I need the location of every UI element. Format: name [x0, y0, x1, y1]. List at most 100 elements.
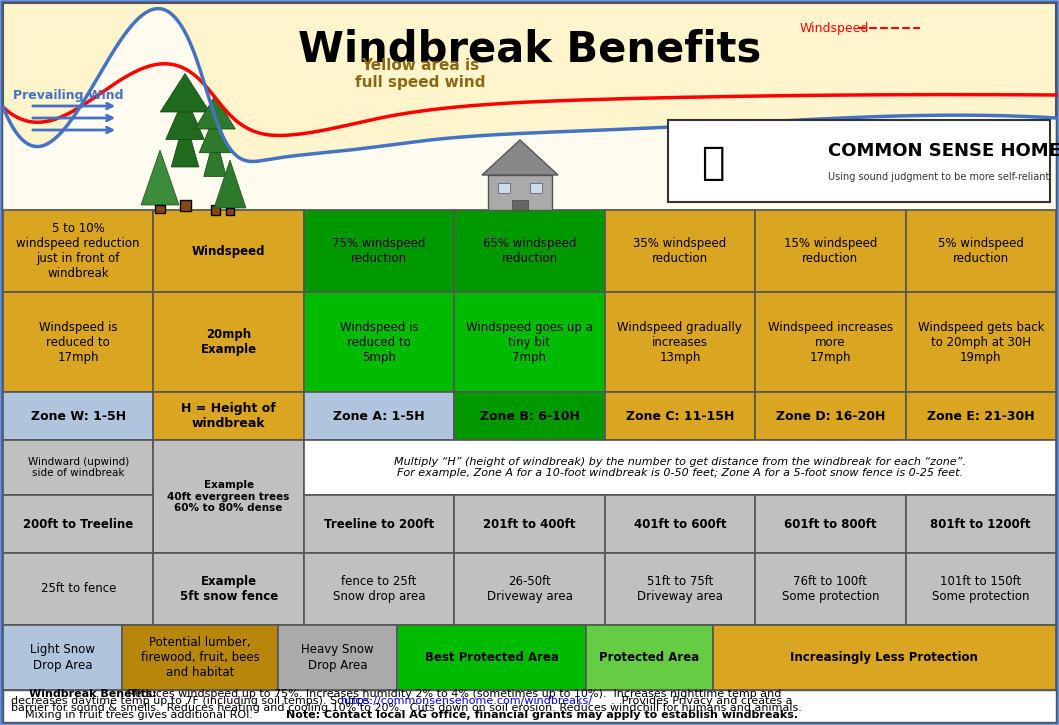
- Text: 35% windspeed
reduction: 35% windspeed reduction: [633, 237, 726, 265]
- FancyBboxPatch shape: [454, 553, 605, 625]
- Text: Zone B: 6-10H: Zone B: 6-10H: [480, 410, 579, 423]
- FancyBboxPatch shape: [304, 553, 454, 625]
- Text: barrier for sound & smells.  Reduces heating and cooling 10% to 20%.  Cuts down : barrier for sound & smells. Reduces heat…: [11, 703, 802, 713]
- Text: Windspeed: Windspeed: [192, 244, 266, 257]
- Text: 15% windspeed
reduction: 15% windspeed reduction: [784, 237, 877, 265]
- FancyBboxPatch shape: [454, 292, 605, 392]
- Polygon shape: [199, 115, 231, 153]
- FancyBboxPatch shape: [3, 292, 154, 392]
- FancyBboxPatch shape: [211, 205, 219, 215]
- FancyBboxPatch shape: [156, 205, 165, 213]
- FancyBboxPatch shape: [304, 210, 454, 292]
- FancyBboxPatch shape: [755, 292, 905, 392]
- Polygon shape: [172, 117, 199, 167]
- Text: Treeline to 200ft: Treeline to 200ft: [324, 518, 434, 531]
- Text: Zone E: 21-30H: Zone E: 21-30H: [927, 410, 1035, 423]
- FancyBboxPatch shape: [498, 183, 510, 193]
- Text: Windward (upwind)
side of windbreak: Windward (upwind) side of windbreak: [28, 457, 129, 478]
- FancyBboxPatch shape: [226, 208, 234, 215]
- FancyBboxPatch shape: [454, 392, 605, 440]
- Text: 75% windspeed
reduction: 75% windspeed reduction: [333, 237, 426, 265]
- Text: 76ft to 100ft
Some protection: 76ft to 100ft Some protection: [782, 575, 879, 603]
- FancyBboxPatch shape: [511, 200, 528, 210]
- Polygon shape: [482, 140, 558, 175]
- Text: 101ft to 150ft
Some protection: 101ft to 150ft Some protection: [932, 575, 1029, 603]
- FancyBboxPatch shape: [397, 625, 587, 690]
- Text: Example
40ft evergreen trees
60% to 80% dense: Example 40ft evergreen trees 60% to 80% …: [167, 480, 290, 513]
- Text: Zone D: 16-20H: Zone D: 16-20H: [775, 410, 885, 423]
- FancyBboxPatch shape: [713, 625, 1056, 690]
- Text: 801ft to 1200ft: 801ft to 1200ft: [931, 518, 1031, 531]
- Text: 51ft to 75ft
Driveway area: 51ft to 75ft Driveway area: [638, 575, 723, 603]
- FancyBboxPatch shape: [605, 553, 755, 625]
- Text: Windspeed goes up a
tiny bit
7mph: Windspeed goes up a tiny bit 7mph: [466, 320, 593, 363]
- Text: Windspeed is
reduced to
5mph: Windspeed is reduced to 5mph: [340, 320, 418, 363]
- Text: .  Provides Privacy and creates a: . Provides Privacy and creates a: [611, 696, 792, 705]
- FancyBboxPatch shape: [3, 553, 154, 625]
- Text: Zone C: 11-15H: Zone C: 11-15H: [626, 410, 734, 423]
- Polygon shape: [141, 150, 179, 205]
- FancyBboxPatch shape: [488, 175, 552, 210]
- FancyBboxPatch shape: [454, 495, 605, 553]
- Text: fence to 25ft
Snow drop area: fence to 25ft Snow drop area: [333, 575, 426, 603]
- FancyBboxPatch shape: [530, 183, 542, 193]
- FancyBboxPatch shape: [905, 553, 1056, 625]
- Text: COMMON SENSE HOME: COMMON SENSE HOME: [828, 142, 1059, 160]
- Text: Windspeed gets back
to 20mph at 30H
19mph: Windspeed gets back to 20mph at 30H 19mp…: [917, 320, 1044, 363]
- FancyBboxPatch shape: [668, 120, 1051, 202]
- Text: Zone W: 1-5H: Zone W: 1-5H: [31, 410, 126, 423]
- Text: Windbreak Benefits: Windbreak Benefits: [299, 28, 761, 70]
- Text: Using sound judgment to be more self-reliant: Using sound judgment to be more self-rel…: [828, 173, 1049, 183]
- Text: 🌱: 🌱: [701, 144, 724, 182]
- FancyBboxPatch shape: [154, 440, 304, 553]
- Text: Windbreak Benefits:: Windbreak Benefits:: [29, 689, 157, 699]
- Text: H = Height of
windbreak: H = Height of windbreak: [181, 402, 276, 430]
- Polygon shape: [166, 96, 204, 139]
- Text: Mixing in fruit trees gives additional ROI.: Mixing in fruit trees gives additional R…: [11, 710, 261, 720]
- Text: Protected Area: Protected Area: [599, 651, 700, 664]
- Text: 601ft to 800ft: 601ft to 800ft: [784, 518, 877, 531]
- FancyBboxPatch shape: [3, 625, 122, 690]
- FancyBboxPatch shape: [605, 292, 755, 392]
- FancyBboxPatch shape: [3, 3, 1056, 722]
- Text: Windspeed is
reduced to
17mph: Windspeed is reduced to 17mph: [39, 320, 118, 363]
- FancyBboxPatch shape: [304, 440, 1056, 495]
- FancyBboxPatch shape: [122, 625, 277, 690]
- Text: 25ft to fence: 25ft to fence: [40, 582, 115, 595]
- FancyBboxPatch shape: [755, 495, 905, 553]
- Text: Reduces windspeed up to 75%. Increases humidity 2% to 4% (sometimes up to 10%). : Reduces windspeed up to 75%. Increases h…: [124, 689, 782, 699]
- FancyBboxPatch shape: [905, 392, 1056, 440]
- Text: https://commonsensehome.com/windbreaks/: https://commonsensehome.com/windbreaks/: [341, 696, 592, 705]
- Polygon shape: [203, 133, 227, 176]
- Text: decreases daytime temp up to 7F (including soil temps). Source:: decreases daytime temp up to 7F (includi…: [11, 696, 376, 705]
- FancyBboxPatch shape: [905, 292, 1056, 392]
- Text: 20mph
Example: 20mph Example: [200, 328, 256, 356]
- Text: 201ft to 400ft: 201ft to 400ft: [483, 518, 576, 531]
- Text: Increasingly Less Protection: Increasingly Less Protection: [790, 651, 979, 664]
- Text: Windspeed: Windspeed: [800, 22, 869, 35]
- FancyBboxPatch shape: [905, 495, 1056, 553]
- Text: Windspeed gradually
increases
13mph: Windspeed gradually increases 13mph: [617, 320, 742, 363]
- Text: Example
5ft snow fence: Example 5ft snow fence: [180, 575, 277, 603]
- Text: Windspeed increases
more
17mph: Windspeed increases more 17mph: [768, 320, 893, 363]
- Text: Prevailing Wind: Prevailing Wind: [13, 88, 123, 102]
- Text: Multiply “H” (height of windbreak) by the number to get distance from the windbr: Multiply “H” (height of windbreak) by th…: [394, 457, 966, 478]
- FancyBboxPatch shape: [755, 392, 905, 440]
- FancyBboxPatch shape: [179, 200, 191, 211]
- FancyBboxPatch shape: [3, 392, 154, 440]
- Text: 401ft to 600ft: 401ft to 600ft: [633, 518, 726, 531]
- Text: Heavy Snow
Drop Area: Heavy Snow Drop Area: [301, 644, 374, 671]
- FancyBboxPatch shape: [587, 625, 713, 690]
- Text: 5% windspeed
reduction: 5% windspeed reduction: [938, 237, 1024, 265]
- Polygon shape: [160, 73, 210, 112]
- FancyBboxPatch shape: [3, 3, 1056, 210]
- FancyBboxPatch shape: [304, 392, 454, 440]
- FancyBboxPatch shape: [755, 553, 905, 625]
- FancyBboxPatch shape: [3, 690, 1056, 722]
- FancyBboxPatch shape: [905, 210, 1056, 292]
- FancyBboxPatch shape: [277, 625, 397, 690]
- Text: Yellow area is
full speed wind: Yellow area is full speed wind: [355, 58, 485, 91]
- Polygon shape: [214, 160, 246, 208]
- FancyBboxPatch shape: [755, 210, 905, 292]
- FancyBboxPatch shape: [605, 210, 755, 292]
